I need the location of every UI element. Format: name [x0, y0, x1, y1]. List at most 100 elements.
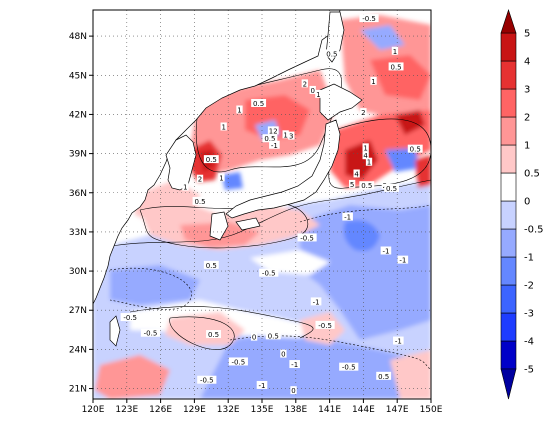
contour-label-bg: [203, 260, 219, 269]
contour-label-bg: [397, 255, 409, 264]
colorbar-band: [500, 200, 517, 230]
contour-label-bg: [365, 157, 373, 166]
contour-label: 1: [316, 91, 320, 99]
contour-label-bg: [393, 336, 404, 345]
contour-label-bg: [251, 98, 267, 107]
field-positive-south-3: [95, 355, 170, 399]
x-tick-label: 123E: [115, 405, 138, 415]
contour-label: -1: [395, 338, 402, 346]
contour-label: 1: [219, 174, 223, 182]
contour-label: -0.5: [362, 15, 376, 23]
field-negative-mid: [300, 205, 431, 340]
colorbar-band: [500, 312, 517, 342]
colorbar-label: -5: [524, 365, 534, 376]
contour-label: 1: [363, 144, 367, 152]
y-tick-label: 39N: [69, 150, 87, 160]
colorbar-band: [500, 32, 517, 62]
contour-label-bg: [360, 108, 367, 117]
contour-label-bg: [353, 169, 360, 178]
contour-label: -0.5: [262, 270, 276, 278]
land: [93, 10, 363, 347]
colorbar-label: -0.5: [524, 225, 544, 236]
contour-label-bg: [315, 89, 322, 98]
land-taiwan: [109, 315, 121, 347]
y-tick-label: 48N: [69, 32, 87, 42]
contour-label-bg: [348, 179, 356, 188]
contour-label: -1: [291, 361, 298, 369]
contour-label: 0.5: [206, 262, 217, 270]
contour-label: 0.5: [378, 373, 389, 381]
grid: [93, 10, 431, 399]
colorbar-label: -4: [524, 337, 534, 348]
contour-label-bg: [359, 14, 379, 23]
contour-label-bg: [269, 140, 280, 149]
contour-label-bg: [262, 134, 278, 143]
contour-label: 4: [354, 170, 359, 178]
contour-label-bg: [218, 173, 225, 182]
field-positive-kex-east: [415, 155, 431, 188]
colorbar-band: [500, 284, 517, 314]
colorbar-label: 1: [524, 141, 530, 152]
x-tick-label: 120E: [82, 405, 105, 415]
contour-label: 0.5: [326, 50, 337, 58]
contour-label-bg: [309, 85, 316, 94]
contour-label: 1: [237, 107, 241, 115]
field-positive-north-core: [370, 55, 431, 100]
contour-label-bg: [388, 62, 404, 71]
contour-label: 0.5: [361, 182, 372, 190]
contour-label: 0.5: [206, 156, 217, 164]
contour-label: -0.5: [123, 314, 137, 322]
contour-label-bg: [256, 380, 268, 389]
contour-label: 2: [273, 127, 277, 135]
contour-label-bg: [407, 144, 423, 153]
contour-label: -1: [313, 298, 320, 306]
land-kyushu: [209, 211, 229, 241]
y-tick-label: 24N: [69, 345, 87, 355]
x-tick-label: 126E: [149, 405, 172, 415]
y-tick-label: 33N: [69, 228, 87, 238]
field-negative-west: [110, 265, 200, 305]
colorbar-label: 0: [524, 197, 530, 208]
x-tick-label: 138E: [284, 405, 307, 415]
contour-label: -0.5: [144, 330, 158, 338]
contour-label-bg: [259, 268, 279, 277]
contour-label-bg: [384, 183, 400, 192]
contour-label: 5: [350, 181, 354, 189]
contour-label-bg: [289, 360, 300, 369]
contour-label-bg: [140, 328, 161, 337]
field-negative-soj-2: [222, 172, 243, 190]
contour-label: -1: [399, 257, 406, 265]
contour-label-bg: [342, 212, 353, 221]
contour-label: -1: [344, 214, 351, 222]
contour-label-bg: [301, 79, 308, 88]
contour-label-bg: [324, 49, 340, 58]
y-tick-label: 27N: [69, 306, 87, 316]
field-positive-kex-core-2: [395, 110, 425, 135]
contour-label: 0.5: [194, 198, 205, 206]
field-positive-south-4: [390, 350, 431, 399]
contour-label: 0: [281, 351, 285, 359]
colorbar-band: [500, 340, 517, 370]
x-tick-label: 129E: [183, 405, 206, 415]
contour-label: 1: [183, 184, 187, 192]
contour-label: 1: [367, 159, 371, 167]
colorbar-band: [500, 228, 517, 258]
contour-label-bg: [196, 174, 204, 183]
x-tick-label: 135E: [251, 405, 274, 415]
field-negative-north: [360, 25, 405, 50]
contour-label-bg: [280, 349, 287, 358]
contour-label-bg: [250, 332, 258, 341]
contour-label-bg: [297, 233, 317, 242]
colorbar-label: -3: [524, 309, 534, 320]
contour-label: 0: [252, 334, 256, 342]
land-shikoku: [235, 217, 261, 231]
colorbar-label: 4: [524, 57, 530, 68]
y-tick-label: 30N: [69, 267, 87, 277]
colorbar-label: 3: [524, 85, 530, 96]
contour-label-bg: [391, 46, 399, 55]
y-axis: 21N 24N 27N 30N 33N 36N 39N 42N 45N 48N: [69, 32, 93, 395]
x-tick-label: 147E: [386, 405, 409, 415]
y-tick-label: 42N: [69, 110, 87, 120]
